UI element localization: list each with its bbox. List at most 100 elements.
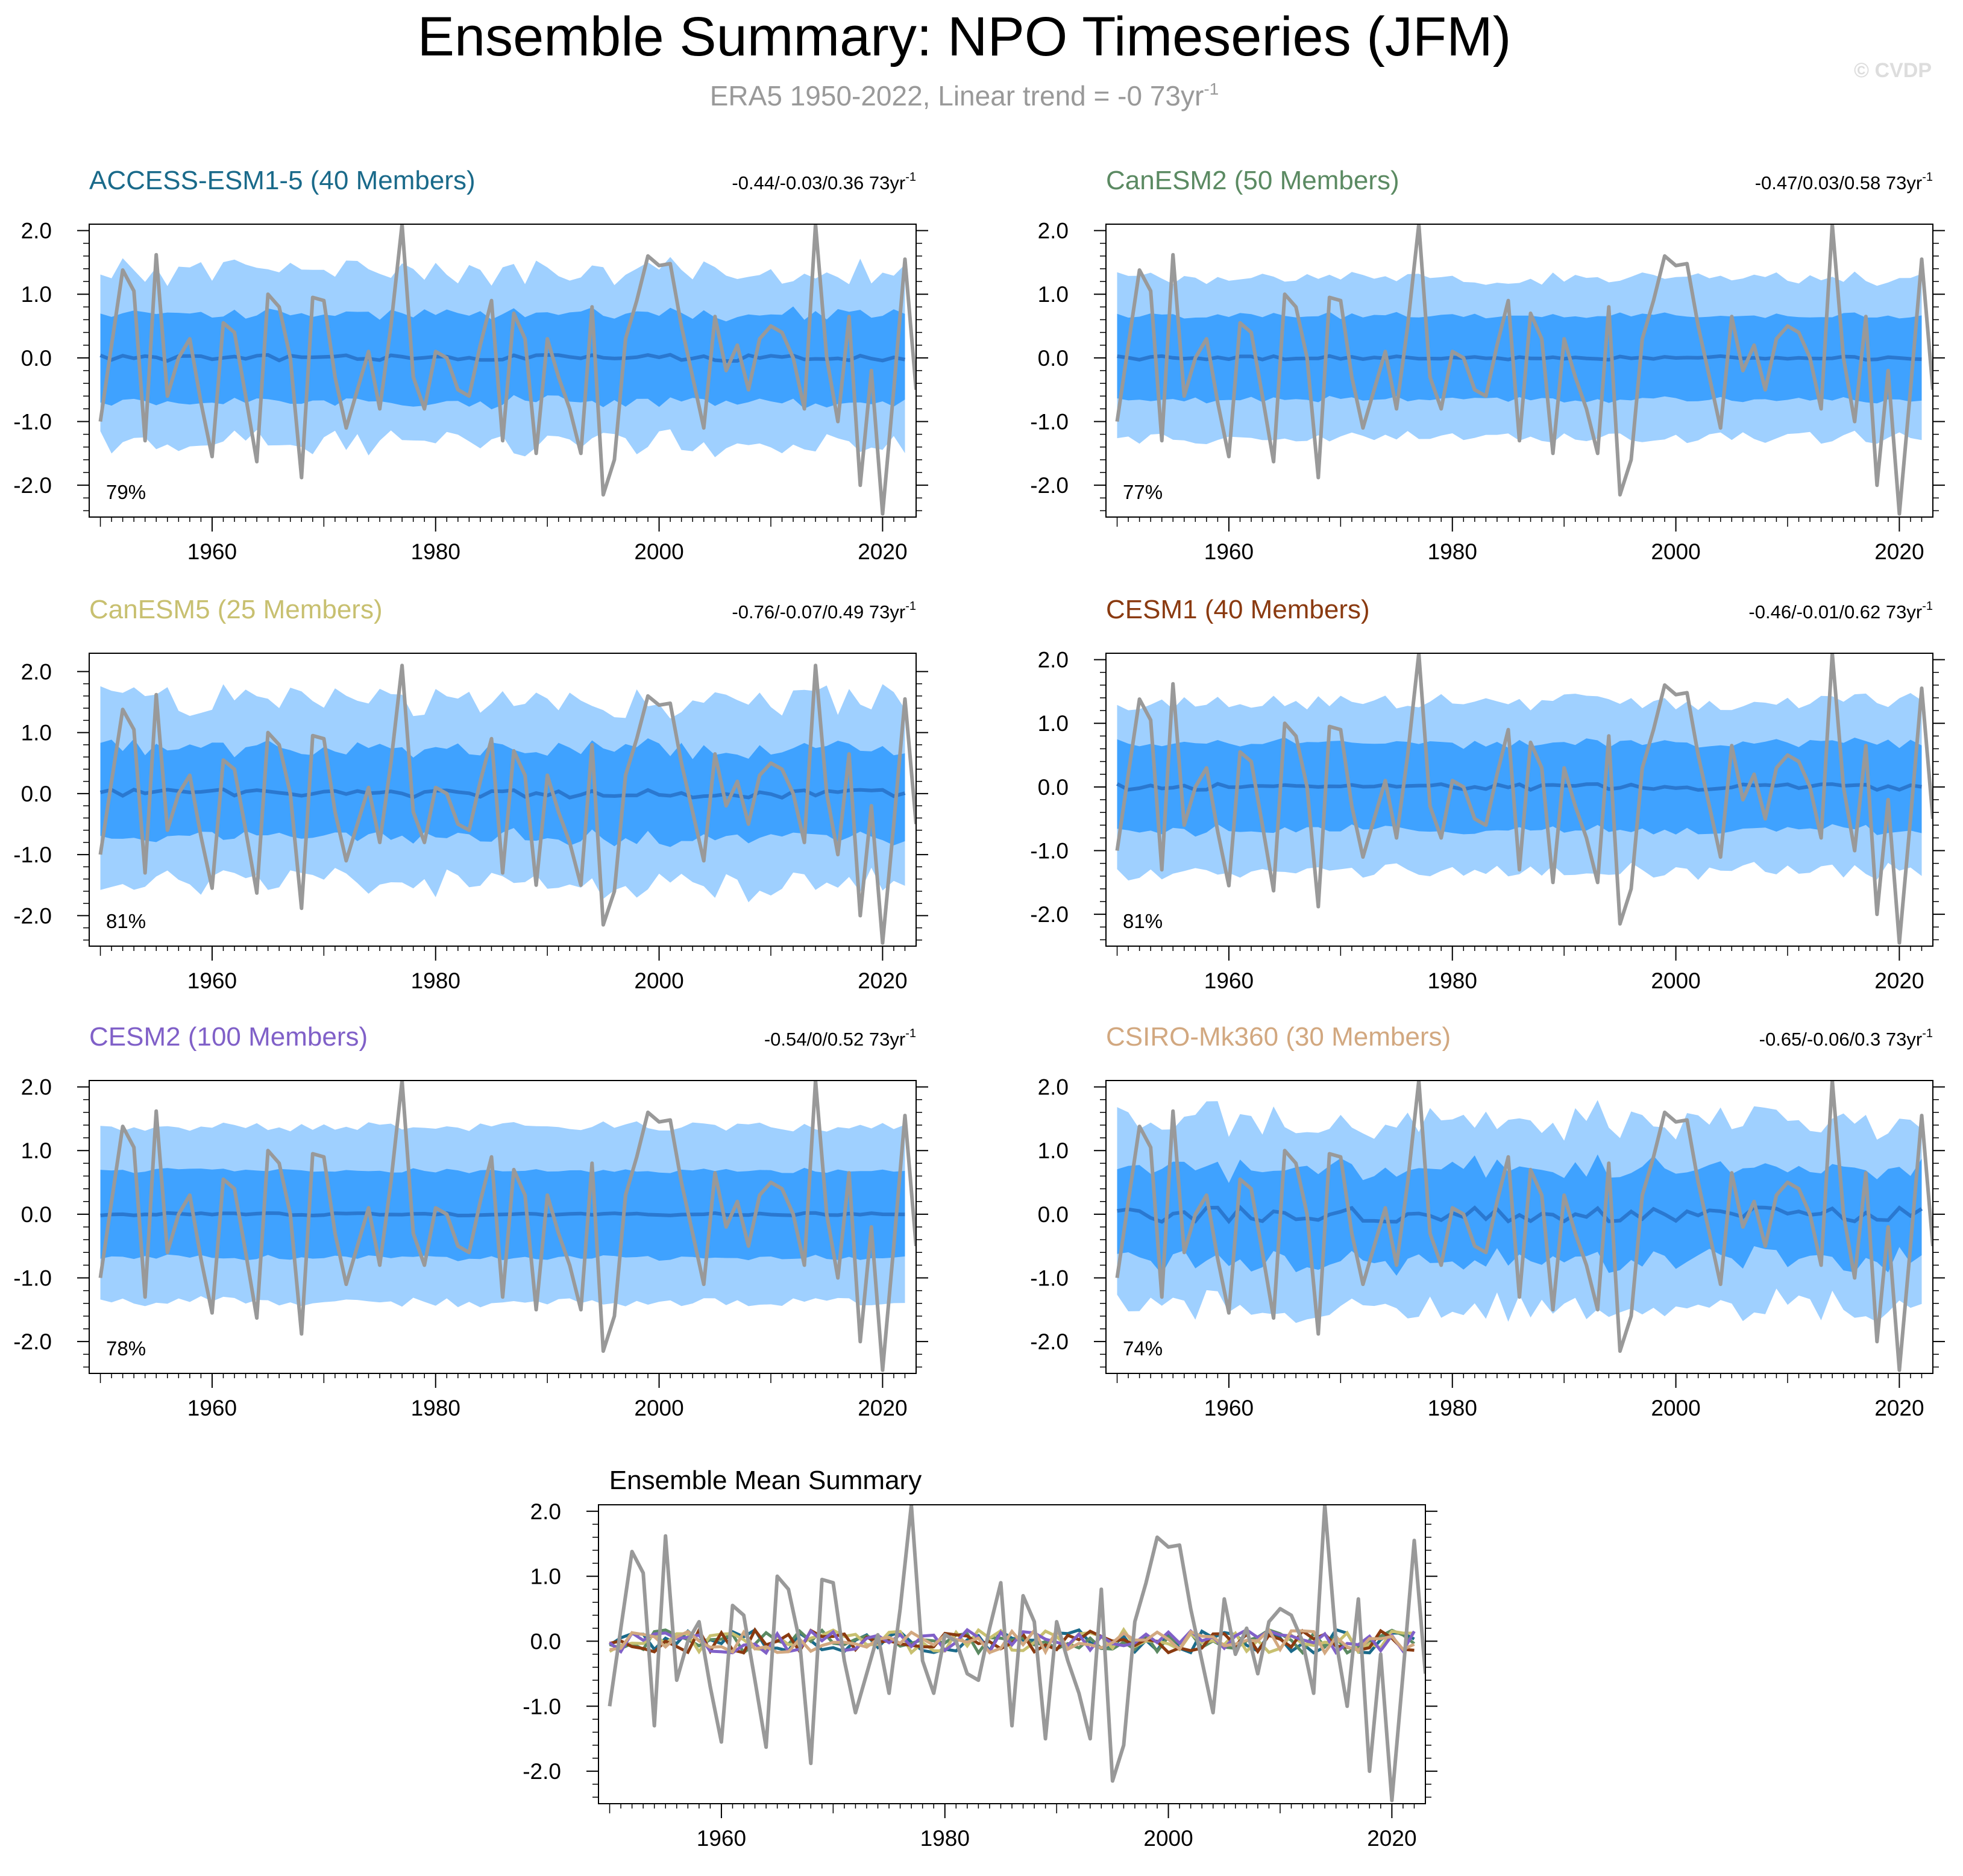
observed-line (98, 224, 916, 516)
x-tick-label: 1960 (187, 539, 237, 564)
plot-area (98, 224, 916, 516)
trend-label-sup: -1 (1922, 1027, 1933, 1040)
y-tick-label: 2.0 (21, 1075, 52, 1100)
x-tick-label: 2000 (634, 968, 683, 993)
trend-label: -0.44/-0.03/0.36 73yr-1 (732, 171, 916, 193)
plot-area (1115, 224, 1933, 516)
y-tick-label: -1.0 (1030, 1266, 1069, 1291)
trend-label-text: -0.46/-0.01/0.62 73yr (1748, 601, 1922, 623)
ensemble-mean-line (99, 353, 906, 363)
ensemble-mean-line (1117, 1205, 1923, 1225)
x-tick-label: 2020 (858, 1396, 907, 1420)
x-tick-label: 1980 (920, 1826, 970, 1851)
trend-label-text: -0.76/-0.07/0.49 73yr (732, 601, 905, 623)
plot-area (608, 1505, 1425, 1802)
trend-label-text: -0.65/-0.06/0.3 73yr (1759, 1029, 1923, 1050)
plot-area (1115, 653, 1933, 945)
y-tick-label: 0.0 (21, 1202, 52, 1227)
trend-label-text: -0.54/0/0.52 73yr (764, 1029, 905, 1050)
panel-3: 2.0 1.0 0.0 -1.0 -2.0 1960 1980 2000 2020 CanESM5… (13, 595, 928, 993)
spread-band-inner (1117, 737, 1922, 837)
panel-1: 2.0 1.0 0.0 -1.0 -2.0 1960 1980 2000 2020 ACCESS-… (13, 166, 928, 564)
trend-label-text: -0.47/0.03/0.58 73yr (1755, 172, 1922, 193)
mean-series-5 (608, 1628, 1416, 1655)
y-tick-label: 0.0 (1038, 346, 1069, 371)
y-tick-label: -1.0 (13, 410, 52, 434)
trend-label-sup: -1 (1922, 600, 1933, 613)
observed-line (1115, 224, 1933, 516)
trend-label-sup: -1 (1922, 171, 1933, 184)
percent-label: 77% (1123, 481, 1163, 503)
y-tick-label: -2.0 (1030, 473, 1069, 498)
observed-line (98, 664, 916, 945)
panels: 2.0 1.0 0.0 -1.0 -2.0 1960 1980 2000 2020 ACCESS-… (13, 166, 1945, 1851)
trend-label: -0.46/-0.01/0.62 73yr-1 (1748, 600, 1933, 623)
percent-label: 81% (106, 910, 146, 932)
y-tick-label: -1.0 (1030, 839, 1069, 864)
y-tick-label: 1.0 (21, 282, 52, 307)
trend-label: -0.65/-0.06/0.3 73yr-1 (1759, 1027, 1933, 1050)
ensemble-mean-line (99, 787, 906, 800)
x-tick-label: 2000 (1651, 539, 1700, 564)
plot-area (98, 1081, 916, 1372)
watermark: © CVDP (1854, 59, 1932, 82)
x-tick-label: 1960 (1204, 1396, 1254, 1420)
percent-label: 79% (106, 481, 146, 503)
panel-title: CSIRO-Mk360 (30 Members) (1106, 1022, 1451, 1052)
x-tick-label: 2020 (1874, 1396, 1924, 1420)
x-tick-label: 1980 (1428, 539, 1477, 564)
x-tick-label: 1980 (411, 1396, 460, 1420)
x-tick-label: 2000 (634, 1396, 683, 1420)
figure-title: Ensemble Summary: NPO Timeseries (JFM) (418, 6, 1512, 67)
trend-label: -0.47/0.03/0.58 73yr-1 (1755, 171, 1933, 193)
y-tick-label: 0.0 (21, 782, 52, 806)
y-tick-label: -1.0 (523, 1694, 561, 1719)
plot-frame (598, 1504, 1426, 1804)
ensemble-mean-line (100, 1211, 905, 1218)
y-tick-label: 1.0 (21, 1138, 52, 1163)
panel-title: ACCESS-ESM1-5 (40 Members) (89, 166, 476, 195)
y-tick-label: 1.0 (530, 1564, 561, 1589)
y-tick-label: -1.0 (13, 842, 52, 867)
y-tick-label: -1.0 (1030, 410, 1069, 434)
panel-title: CESM2 (100 Members) (89, 1022, 368, 1052)
y-tick-label: 0.0 (1038, 1202, 1069, 1227)
trend-label-sup: -1 (905, 600, 916, 613)
trend-label: -0.54/0/0.52 73yr-1 (764, 1027, 916, 1050)
figure-subtitle: ERA5 1950-2022, Linear trend = -0 73yr-1 (710, 80, 1219, 111)
percent-label: 81% (1123, 910, 1163, 932)
y-tick-label: -2.0 (1030, 902, 1069, 927)
x-tick-label: 2000 (1143, 1826, 1193, 1851)
y-tick-label: 1.0 (21, 721, 52, 745)
panel-title: CESM1 (40 Members) (1106, 595, 1370, 624)
x-tick-label: 1960 (187, 1396, 237, 1420)
figure-subtitle-sup: -1 (1204, 80, 1219, 98)
y-tick-label: 2.0 (530, 1499, 561, 1524)
x-tick-label: 1960 (697, 1826, 746, 1851)
mean-series-6 (609, 1627, 1415, 1656)
percent-label: 78% (106, 1337, 146, 1360)
ensemble-mean-line (1117, 354, 1922, 362)
y-tick-label: 0.0 (21, 346, 52, 371)
y-tick-label: -2.0 (1030, 1329, 1069, 1354)
y-tick-label: 2.0 (1038, 1075, 1069, 1100)
x-tick-label: 2000 (1651, 1396, 1700, 1420)
percent-label: 74% (1123, 1337, 1163, 1360)
ensemble-mean-line (1116, 782, 1922, 792)
plot-area (98, 664, 916, 945)
y-tick-label: -2.0 (13, 903, 52, 928)
y-tick-label: 2.0 (21, 659, 52, 684)
panel-5: 2.0 1.0 0.0 -1.0 -2.0 1960 1980 2000 2020 CESM2 (… (13, 1022, 928, 1420)
x-tick-label: 1980 (411, 968, 460, 993)
y-tick-label: 0.0 (530, 1629, 561, 1654)
panel-title: Ensemble Mean Summary (609, 1466, 922, 1495)
observed-line (1115, 1081, 1933, 1372)
y-tick-label: -1.0 (13, 1266, 52, 1291)
x-tick-label: 1960 (1204, 968, 1254, 993)
trend-label-sup: -1 (905, 1027, 916, 1040)
x-tick-label: 2020 (1874, 968, 1924, 993)
figure-subtitle-text: ERA5 1950-2022, Linear trend = -0 73yr (710, 80, 1204, 111)
y-tick-label: -2.0 (13, 473, 52, 498)
y-tick-label: 0.0 (1038, 775, 1069, 800)
